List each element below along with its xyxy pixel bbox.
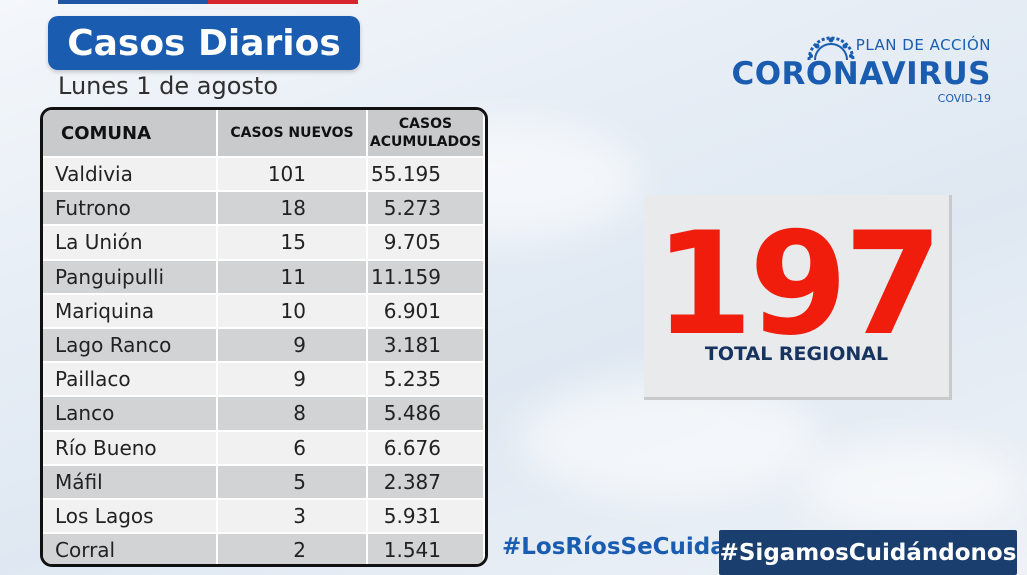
background-cloud bbox=[520, 380, 820, 500]
cell-comuna: Valdivia bbox=[43, 157, 218, 193]
cell-casos-acumulados: 9.705 bbox=[367, 225, 485, 261]
cell-casos-acumulados: 5.486 bbox=[367, 396, 485, 432]
table-row: Lanco 8 5.486 bbox=[43, 396, 485, 432]
cell-casos-nuevos: 18 bbox=[217, 191, 368, 227]
header-casos-nuevos: CASOS NUEVOS bbox=[217, 110, 368, 158]
cell-comuna: Río Bueno bbox=[43, 430, 218, 466]
table-row: Máfil 5 2.387 bbox=[43, 464, 485, 500]
total-box: 197 TOTAL REGIONAL bbox=[644, 195, 952, 400]
cell-casos-acumulados: 3.181 bbox=[367, 327, 485, 364]
logo-line2: CORONAVIRUS bbox=[731, 56, 991, 92]
cell-comuna: La Unión bbox=[43, 225, 218, 261]
cell-comuna: Lago Ranco bbox=[43, 327, 218, 364]
table-row: Paillaco 9 5.235 bbox=[43, 362, 485, 398]
cell-casos-acumulados: 5.273 bbox=[367, 191, 485, 227]
hashtag-sigamos: #SigamosCuidándonos bbox=[719, 530, 1017, 575]
cell-casos-acumulados: 55.195 bbox=[367, 157, 485, 193]
cell-comuna: Panguipulli bbox=[43, 259, 218, 295]
cell-casos-acumulados: 2.387 bbox=[367, 464, 485, 500]
header-comuna: COMUNA bbox=[43, 110, 218, 158]
cell-casos-acumulados: 1.541 bbox=[367, 533, 485, 564]
cell-casos-nuevos: 9 bbox=[217, 327, 368, 364]
table-row: Los Lagos 3 5.931 bbox=[43, 498, 485, 535]
cell-comuna: Mariquina bbox=[43, 293, 218, 329]
cell-casos-nuevos: 3 bbox=[217, 498, 368, 535]
table-row: Futrono 18 5.273 bbox=[43, 191, 485, 227]
cell-comuna: Futrono bbox=[43, 191, 218, 227]
cell-casos-acumulados: 6.676 bbox=[367, 430, 485, 466]
flag-bar bbox=[58, 0, 358, 4]
cell-casos-acumulados: 6.901 bbox=[367, 293, 485, 329]
cell-comuna: Los Lagos bbox=[43, 498, 218, 535]
cell-comuna: Corral bbox=[43, 533, 218, 564]
cell-casos-nuevos: 9 bbox=[217, 362, 368, 398]
cell-casos-nuevos: 11 bbox=[217, 259, 368, 295]
coronavirus-logo: PLAN DE ACCIÓN CORONAVIRUS COVID-19 bbox=[731, 30, 991, 110]
virus-arc-icon bbox=[807, 36, 855, 61]
background-cloud bbox=[800, 440, 1020, 530]
total-value: 197 bbox=[654, 202, 942, 367]
page-title: Casos Diarios bbox=[48, 16, 360, 70]
cell-casos-nuevos: 5 bbox=[217, 464, 368, 500]
cell-casos-acumulados: 5.235 bbox=[367, 362, 485, 398]
cases-table: COMUNA CASOS NUEVOS CASOS ACUMULADOS Val… bbox=[40, 107, 488, 567]
logo-line3: COVID-19 bbox=[937, 92, 991, 105]
header-casos-acumulados: CASOS ACUMULADOS bbox=[367, 110, 485, 158]
cell-casos-acumulados: 11.159 bbox=[367, 259, 485, 295]
table-header-row: COMUNA CASOS NUEVOS CASOS ACUMULADOS bbox=[43, 110, 485, 158]
table-row: Corral 2 1.541 bbox=[43, 533, 485, 564]
table-row: Lago Ranco 9 3.181 bbox=[43, 327, 485, 364]
cell-comuna: Lanco bbox=[43, 396, 218, 432]
table-row: Panguipulli 11 11.159 bbox=[43, 259, 485, 295]
cell-casos-acumulados: 5.931 bbox=[367, 498, 485, 535]
cell-comuna: Paillaco bbox=[43, 362, 218, 398]
total-label: TOTAL REGIONAL bbox=[704, 343, 889, 365]
cell-comuna: Máfil bbox=[43, 464, 218, 500]
logo-line1: PLAN DE ACCIÓN bbox=[855, 36, 991, 54]
cell-casos-nuevos: 15 bbox=[217, 225, 368, 261]
cell-casos-nuevos: 101 bbox=[217, 157, 368, 193]
table-row: La Unión 15 9.705 bbox=[43, 225, 485, 261]
hashtag-los-rios: #LosRíosSeCuida bbox=[502, 534, 726, 560]
date-label: Lunes 1 de agosto bbox=[58, 72, 279, 100]
table-row: Río Bueno 6 6.676 bbox=[43, 430, 485, 466]
cell-casos-nuevos: 10 bbox=[217, 293, 368, 329]
table-row: Mariquina 10 6.901 bbox=[43, 293, 485, 329]
table-row: Valdivia 101 55.195 bbox=[43, 157, 485, 193]
cell-casos-nuevos: 8 bbox=[217, 396, 368, 432]
cell-casos-nuevos: 2 bbox=[217, 533, 368, 564]
cell-casos-nuevos: 6 bbox=[217, 430, 368, 466]
